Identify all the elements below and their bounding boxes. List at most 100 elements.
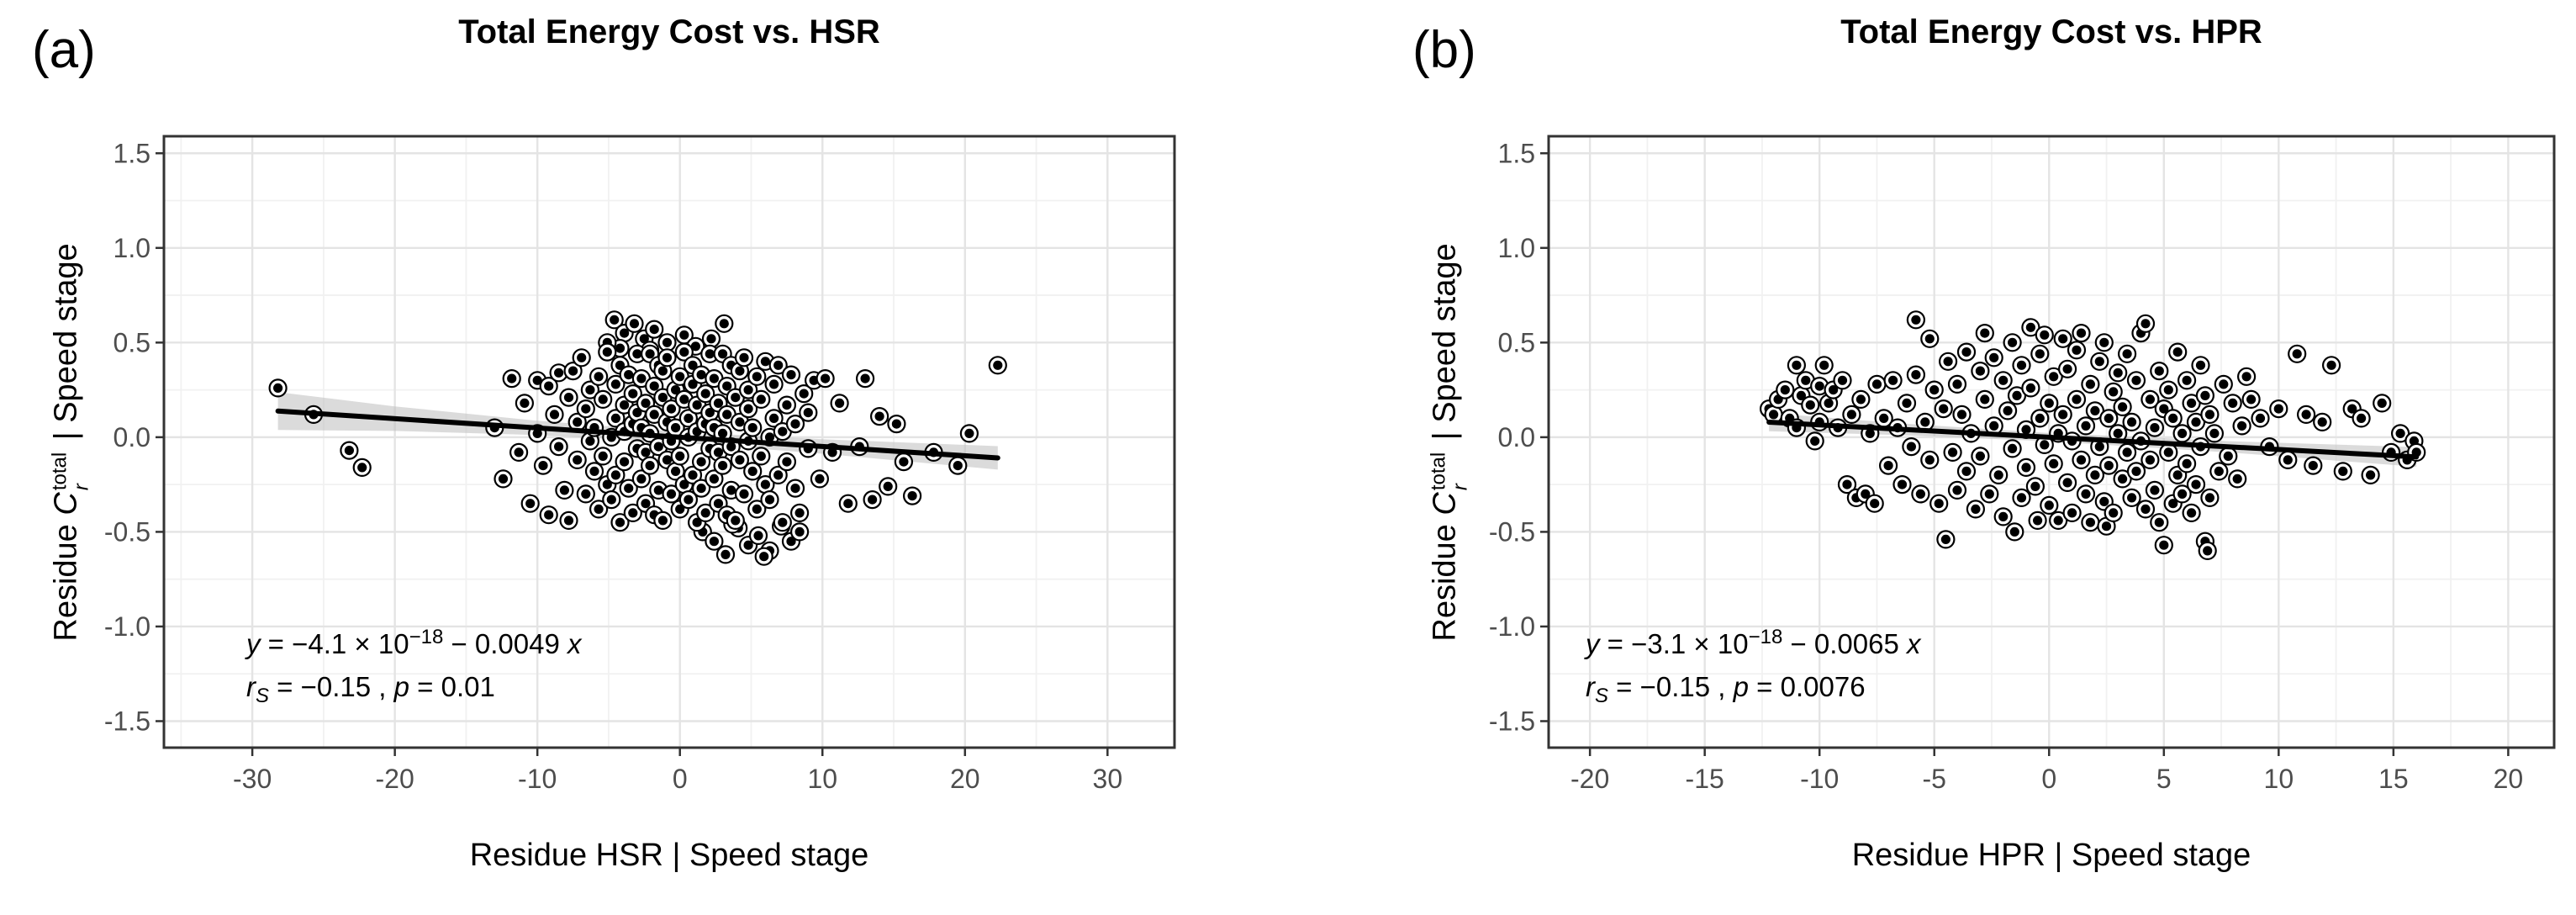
y-tick-label: -1.5 — [104, 706, 150, 736]
correlation-stats: rS = −0.15 , p = 0.01 — [246, 665, 582, 717]
scatter-point — [620, 328, 630, 338]
scatter-point — [2040, 440, 2050, 450]
scatter-point — [874, 411, 884, 421]
x-tick-label: 30 — [1093, 764, 1123, 794]
scatter-point — [2326, 360, 2336, 370]
scatter-point — [964, 428, 974, 438]
scatter-point — [2113, 428, 2123, 438]
scatter-point — [790, 419, 800, 429]
scatter-point — [589, 466, 599, 477]
x-tick-label: 0 — [673, 764, 688, 794]
scatter-point — [641, 447, 651, 458]
scatter-point — [2232, 473, 2242, 484]
scatter-point — [907, 491, 917, 501]
panel-b-x-axis-label: Residue HPR | Speed stage — [1851, 838, 2251, 873]
scatter-point — [883, 481, 893, 492]
scatter-point — [2094, 442, 2104, 452]
scatter-point — [1929, 385, 1940, 395]
scatter-point — [2292, 349, 2302, 359]
scatter-point — [671, 385, 681, 395]
scatter-point — [2127, 493, 2137, 503]
scatter-point — [498, 473, 509, 484]
panel-a-x-axis-label: Residue HSR | Speed stage — [469, 838, 869, 873]
y-tick-label: -1.5 — [1489, 706, 1535, 736]
scatter-point — [2200, 390, 2210, 400]
x-tick-label: 10 — [2264, 764, 2294, 794]
scatter-point — [2044, 398, 2054, 408]
scatter-point — [1829, 385, 1839, 395]
scatter-point — [2109, 387, 2119, 397]
scatter-point — [782, 400, 792, 410]
scatter-point — [666, 404, 677, 414]
stats-r-subscript: S — [256, 685, 270, 707]
scatter-point — [690, 341, 701, 352]
scatter-point — [786, 537, 796, 547]
scatter-point — [2081, 489, 2091, 500]
scatter-point — [2159, 540, 2169, 550]
scatter-point — [718, 428, 728, 438]
scatter-point — [610, 315, 620, 325]
scatter-point — [2204, 493, 2214, 503]
scatter-plot-a: -30 -20 -10 0 10 20 30 -1.5 -1.0 -0.5 0.0 0.5 1.0 1.5 — [104, 135, 1176, 794]
stats-p-var: p — [1733, 671, 1749, 702]
scatter-point — [843, 499, 853, 509]
scatter-point — [2122, 349, 2132, 359]
panel-b-corner-label: (b) — [1412, 21, 1476, 79]
stats-r-subscript: S — [1595, 685, 1609, 707]
scatter-point — [1888, 375, 1898, 385]
scatter-point — [1902, 398, 1912, 408]
scatter-point — [756, 451, 766, 462]
scatter-point — [610, 470, 621, 480]
scatter-point — [1980, 328, 1990, 338]
y-tick-label: 1.5 — [1498, 138, 1535, 168]
scatter-point — [747, 423, 757, 433]
stats-r-var: r — [246, 671, 256, 702]
scatter-point — [2040, 330, 2050, 340]
x-tick-label: -20 — [1570, 764, 1609, 794]
panel-b-annotation: y = −3.1 × 10−18 − 0.0065 x rS = −0.15 ,… — [1586, 616, 1921, 717]
scatter-point — [2049, 372, 2059, 382]
scatter-point — [2049, 458, 2059, 469]
scatter-point — [1911, 315, 1921, 325]
scatter-point — [2172, 470, 2183, 480]
scatter-point — [2195, 360, 2206, 370]
scatter-point — [2182, 458, 2192, 469]
scatter-point — [2191, 479, 2201, 489]
scatter-point — [722, 381, 732, 391]
scatter-point — [632, 408, 642, 418]
scatter-point — [610, 379, 621, 389]
scatter-point — [344, 446, 354, 456]
scatter-point — [752, 504, 762, 515]
scatter-point — [1769, 410, 1779, 420]
scatter-point — [794, 526, 805, 537]
scatter-point — [671, 466, 681, 477]
scatter-point — [778, 426, 788, 436]
scatter-point — [2016, 493, 2027, 503]
scatter-point — [357, 463, 367, 473]
panel-a-corner-label: (a) — [32, 21, 96, 79]
scatter-point — [2076, 455, 2087, 465]
y-tick-label: 0.5 — [1498, 327, 1535, 357]
scatter-point — [2172, 347, 2183, 357]
scatter-point — [1934, 499, 1944, 509]
scatter-point — [2062, 364, 2072, 374]
scatter-point — [759, 552, 769, 562]
scatter-point — [2072, 394, 2082, 405]
stats-r-value: = −0.15 , — [269, 671, 394, 702]
scatter-point — [735, 366, 745, 376]
scatter-point — [2228, 398, 2238, 408]
scatter-point — [2177, 428, 2188, 438]
scatter-point — [713, 499, 724, 509]
scatter-point — [606, 495, 616, 505]
scatter-point — [568, 366, 578, 376]
scatter-point — [1897, 479, 1908, 489]
scatter-point — [2131, 375, 2141, 385]
scatter-point — [2062, 478, 2072, 488]
scatter-point — [2366, 470, 2376, 480]
scatter-point — [899, 457, 909, 467]
scatter-point — [2058, 334, 2068, 344]
y-tick-label: 1.0 — [1498, 233, 1535, 263]
scatter-point — [815, 473, 825, 484]
scatter-point — [953, 461, 963, 471]
